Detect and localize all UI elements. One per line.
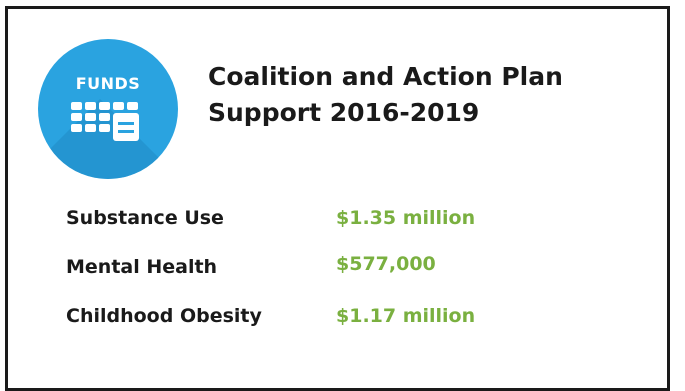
- funds-badge-label: FUNDS: [75, 74, 141, 93]
- card-title-line-2: Support 2016-2019: [208, 98, 480, 127]
- card-title-line-1: Coalition and Action Plan: [208, 62, 563, 91]
- funding-row-value: $1.17 million: [336, 305, 476, 327]
- funding-card: FUNDS Coalition and Action Plan Support …: [5, 6, 670, 391]
- funding-row-value: $577,000: [336, 253, 436, 275]
- funding-row-label: Substance Use: [66, 207, 224, 229]
- funds-badge: FUNDS: [38, 39, 178, 179]
- funding-row-value: $1.35 million: [336, 207, 476, 229]
- calendar-icon: [71, 102, 151, 142]
- funding-row-label: Childhood Obesity: [66, 305, 262, 327]
- funding-row-label: Mental Health: [66, 256, 218, 278]
- card-title: Coalition and Action Plan Support 2016-2…: [208, 59, 563, 131]
